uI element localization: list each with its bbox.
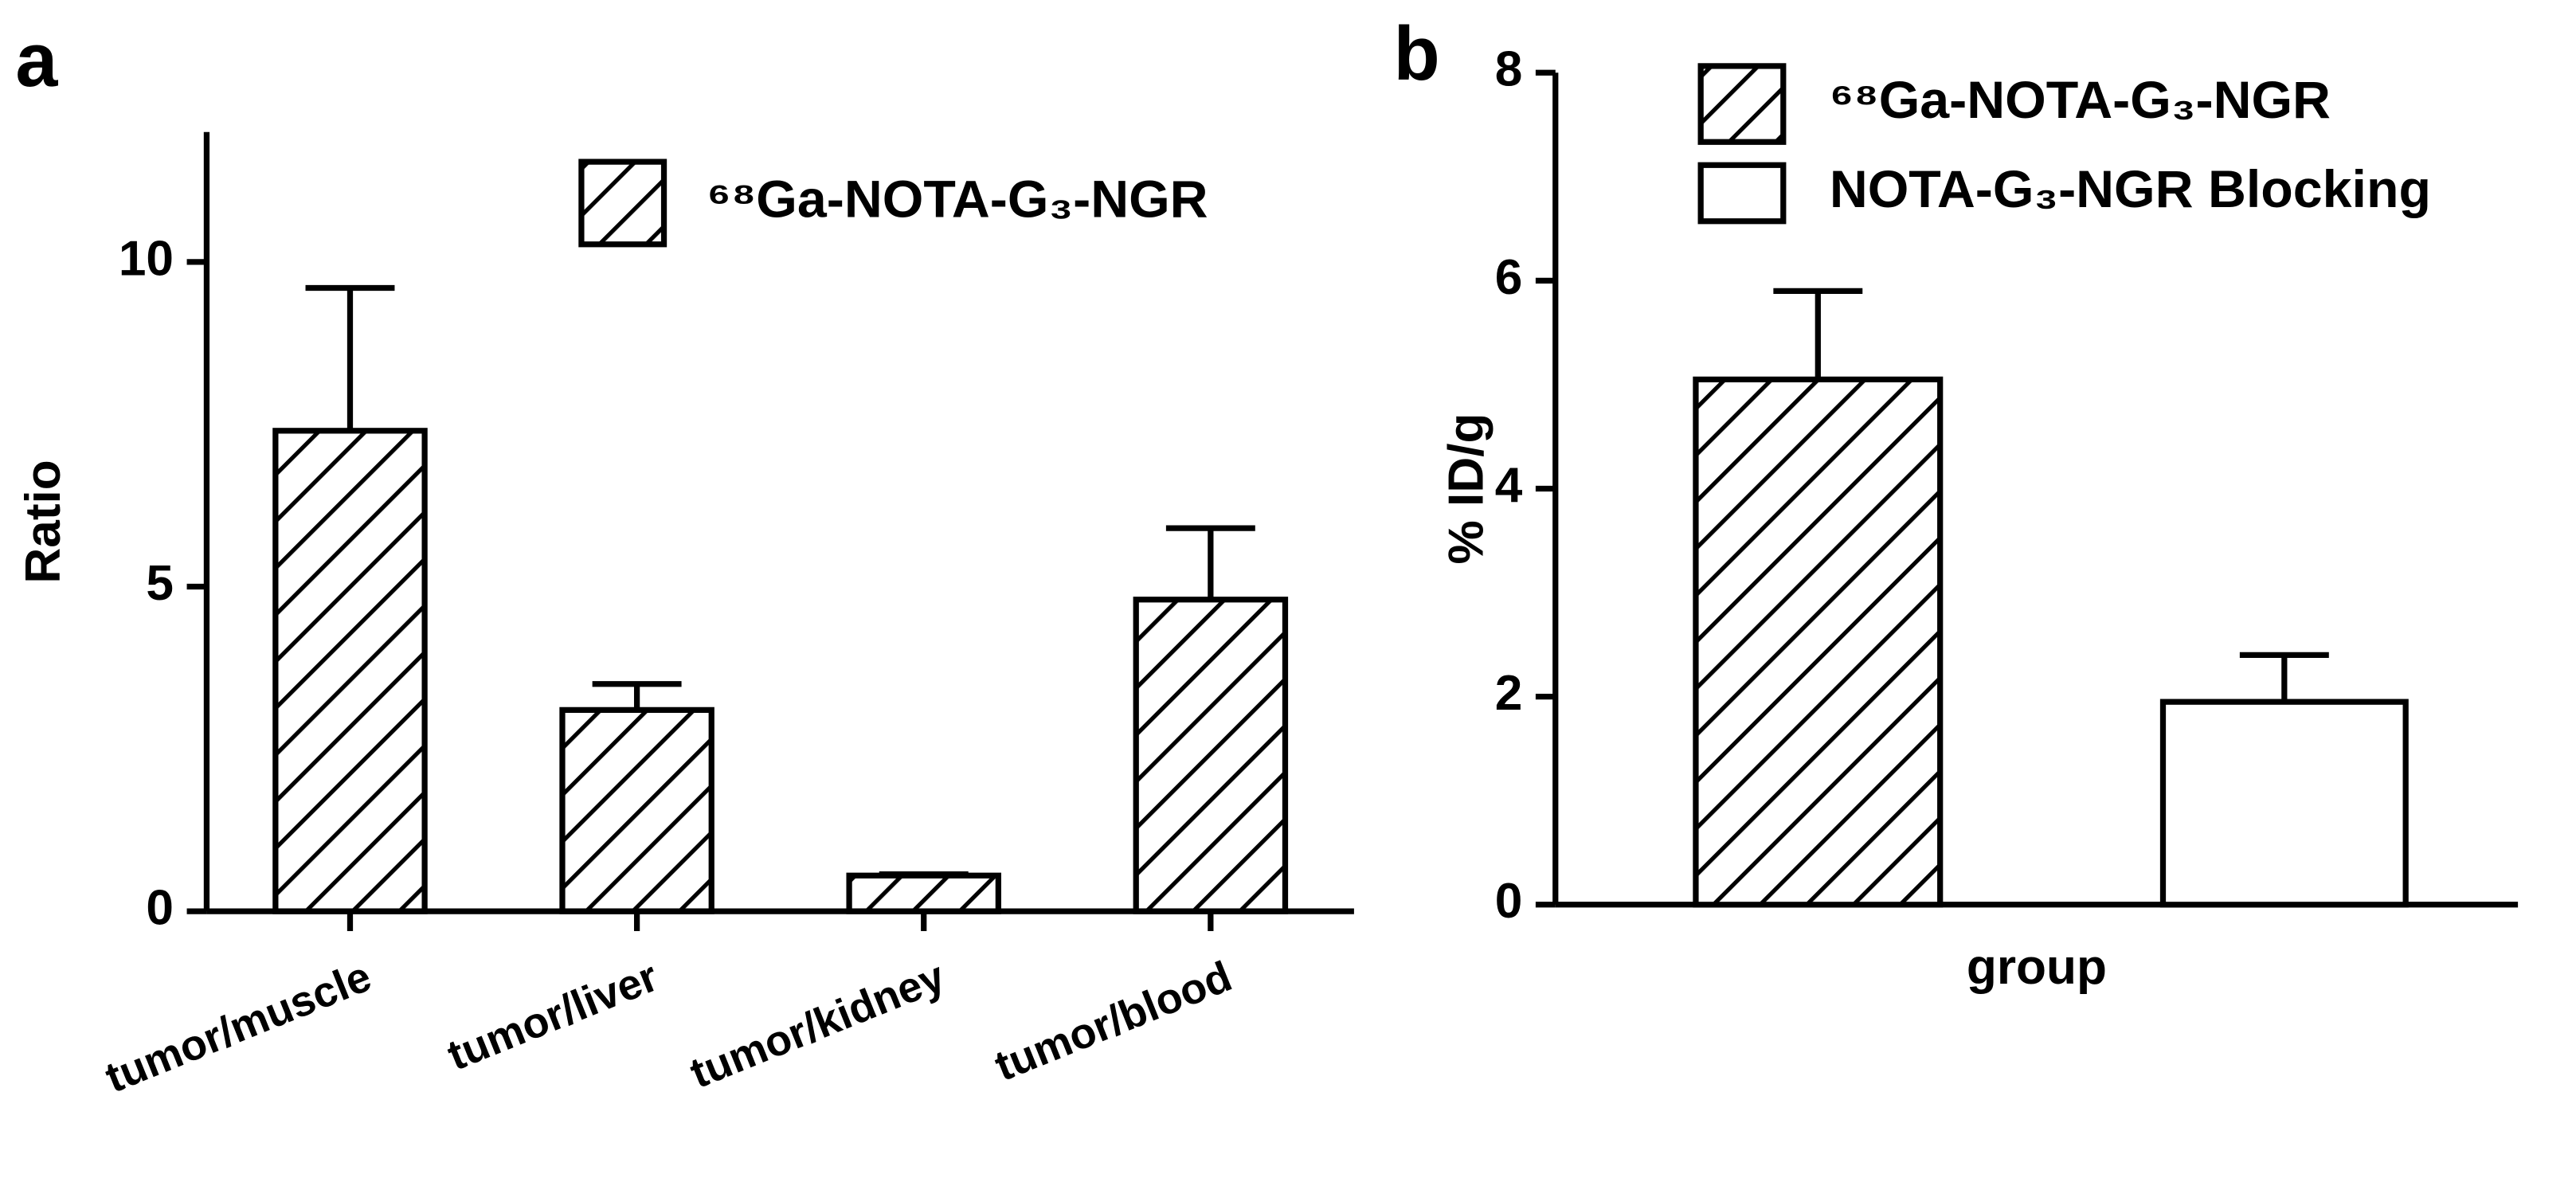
bar [846,872,1001,914]
y-tick-label: 4 [1495,458,1523,513]
y-tick-label: 10 [119,231,174,286]
x-tick-label: tumor/muscle [99,953,378,1102]
y-tick-label: 6 [1495,250,1523,305]
y-axis-label: % ID/g [1439,413,1494,565]
bar [559,706,714,914]
legend-label: ⁶⁸Ga-NOTA-G₃-NGR [1830,71,2331,130]
bar [1133,597,1289,914]
bar [1693,376,1944,908]
panel-label: a [15,18,58,103]
y-tick-label: 5 [146,556,174,611]
y-axis-label: Ratio [16,460,71,583]
legend-swatch [578,159,667,248]
panel-label: b [1394,12,1440,96]
legend-swatch [1697,63,1787,145]
bar [272,428,428,914]
x-tick-label: tumor/liver [441,953,665,1080]
x-tick-label: tumor/blood [989,953,1239,1090]
y-tick-label: 2 [1495,666,1523,721]
y-tick-label: 0 [1495,874,1523,929]
y-tick-label: 0 [146,881,174,936]
bar [2159,699,2409,908]
legend-label: NOTA-G₃-NGR Blocking [1830,160,2431,219]
x-tick-label: group [1967,940,2107,995]
legend-swatch [1697,162,1787,225]
legend-label: ⁶⁸Ga-NOTA-G₃-NGR [707,170,1208,229]
x-tick-label: tumor/kidney [683,953,951,1098]
y-tick-label: 8 [1495,42,1523,97]
